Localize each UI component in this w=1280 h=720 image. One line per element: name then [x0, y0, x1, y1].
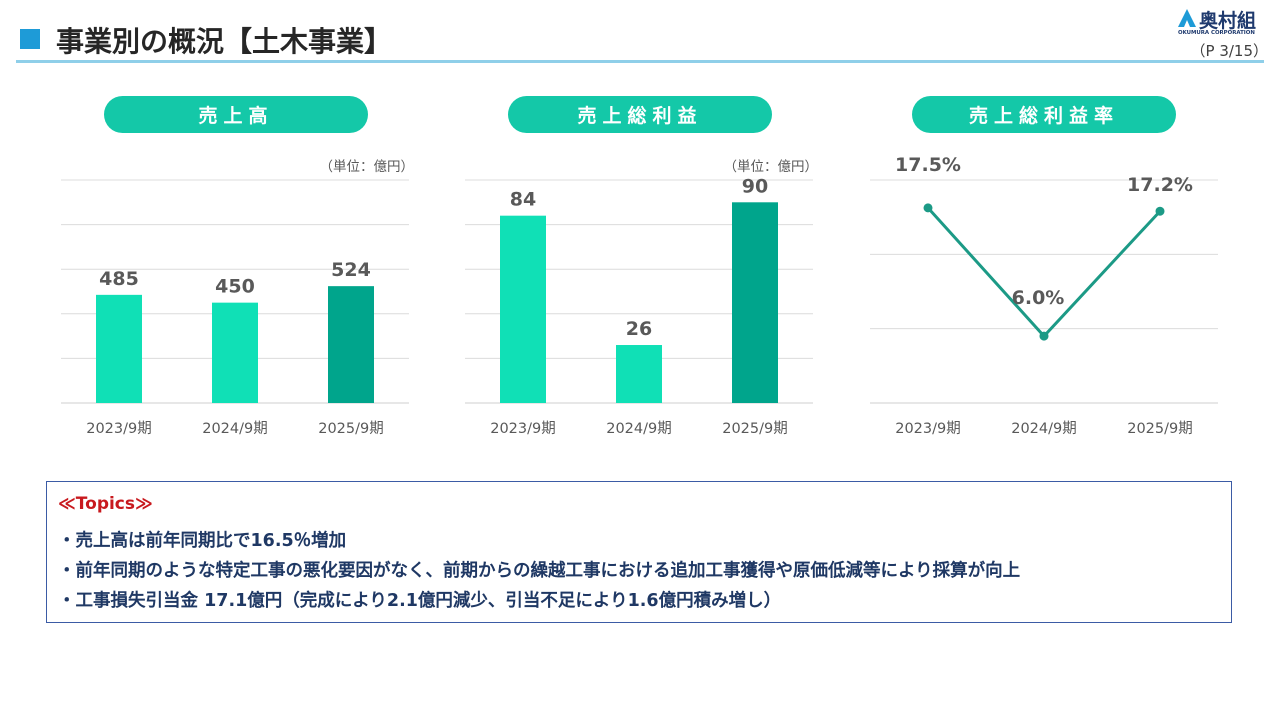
logo-mark-icon: [1178, 9, 1196, 27]
topic-line: ・前年同期のような特定工事の悪化要因がなく、前期からの繰越工事における追加工事獲…: [58, 561, 1021, 581]
data-label: 17.5%: [895, 154, 961, 176]
data-label: 84: [510, 189, 536, 211]
series-line: [926, 206, 1162, 339]
data-label: 450: [215, 276, 255, 298]
logo-subtext: OKUMURA CORPORATION: [1178, 30, 1255, 36]
topics-title: ≪Topics≫: [58, 494, 153, 514]
title-square-icon: [20, 29, 40, 49]
panel-title-sales: 売上高: [104, 96, 368, 133]
unit-label: （単位：億円）: [320, 159, 415, 175]
company-logo: 奥村組 OKUMURA CORPORATION: [1177, 6, 1267, 36]
category-label: 2023/9期: [490, 420, 556, 437]
category-label: 2025/9期: [1127, 420, 1193, 437]
category-label: 2023/9期: [895, 420, 961, 437]
category-label: 2024/9期: [202, 420, 268, 437]
topics-box: ≪Topics≫ ・売上高は前年同期比で16.5％増加 ・前年同期のような特定工…: [46, 481, 1232, 623]
category-label: 2024/9期: [606, 420, 672, 437]
data-label: 90: [742, 175, 768, 197]
category-label: 2025/9期: [722, 420, 788, 437]
bar: [328, 286, 374, 403]
category-label: 2024/9期: [1011, 420, 1077, 437]
data-point: [923, 203, 933, 213]
category-label: 2025/9期: [318, 420, 384, 437]
unit-label: （単位：億円）: [724, 159, 819, 175]
title-divider: [16, 60, 1264, 63]
bar: [500, 215, 546, 403]
panel-title-gross-margin: 売上総利益率: [912, 96, 1176, 133]
data-label: 485: [99, 268, 139, 290]
panel-title-gross-profit: 売上総利益: [508, 96, 772, 133]
data-label: 6.0%: [1012, 287, 1065, 309]
bar: [212, 302, 258, 403]
data-point: [1155, 206, 1165, 216]
data-label: 524: [331, 259, 371, 281]
topic-line: ・工事損失引当金 17.1億円（完成により2.1億円減少、引当不足により1.6億…: [58, 591, 782, 611]
data-point: [1039, 331, 1049, 341]
category-label: 2023/9期: [86, 420, 152, 437]
bar: [732, 202, 778, 403]
page-title: 事業別の概況【土木事業】: [56, 25, 393, 58]
data-label: 26: [626, 318, 652, 340]
bar: [96, 294, 142, 403]
topic-line: ・売上高は前年同期比で16.5％増加: [58, 531, 347, 551]
page-number: （P 3/15）: [1190, 42, 1269, 60]
bar: [616, 345, 662, 403]
charts-canvas: （単位：億円） 2023/9期 2024/9期 2025/9期 485 450 524 （単位…: [61, 154, 1218, 437]
data-label: 17.2%: [1127, 174, 1193, 196]
logo-text: 奥村組: [1199, 10, 1257, 32]
